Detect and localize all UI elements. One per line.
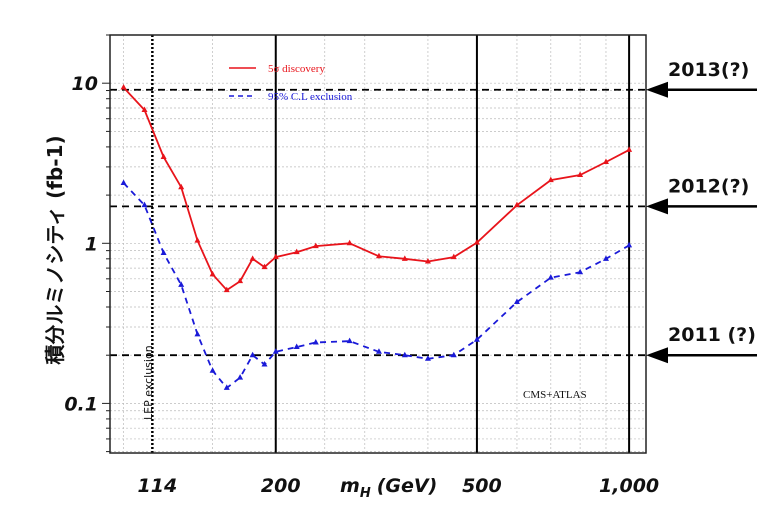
target-arrow-head xyxy=(646,198,668,215)
data-point-discovery xyxy=(401,255,408,261)
data-point-exclusion xyxy=(237,374,244,380)
lep-exclusion-label: LEP exclusion xyxy=(142,345,155,420)
plot-frame xyxy=(109,34,647,454)
y-axis-label: 積分ルミノシティ (fb-1) xyxy=(43,135,67,364)
tick-labels: 10 1 0.1 114 200 500 1,000 xyxy=(64,73,659,497)
data-point-exclusion xyxy=(209,367,216,373)
x-tick-label: 200 xyxy=(261,475,301,497)
data-point-exclusion xyxy=(375,348,382,354)
series-layer xyxy=(120,83,633,390)
data-point-discovery xyxy=(223,286,230,293)
data-point-discovery xyxy=(272,253,279,260)
data-point-discovery xyxy=(249,255,256,261)
data-point-discovery xyxy=(424,257,431,264)
data-point-exclusion xyxy=(346,337,353,344)
data-point-exclusion xyxy=(194,330,201,337)
data-point-exclusion xyxy=(401,351,408,358)
data-point-discovery xyxy=(120,83,127,90)
data-point-exclusion xyxy=(626,241,633,248)
data-point-exclusion xyxy=(141,201,148,208)
data-point-discovery xyxy=(547,176,554,183)
data-point-exclusion xyxy=(473,336,480,342)
data-point-discovery xyxy=(209,270,216,277)
x-axis-label-m: m xyxy=(340,475,360,497)
year-target-arrows: 2013(?) 2012(?) 2011 (?) xyxy=(646,59,757,364)
data-point-discovery xyxy=(450,253,457,260)
data-point-discovery xyxy=(375,252,382,259)
x-tick-label: 500 xyxy=(462,475,502,497)
target-year-label: 2012(?) xyxy=(668,175,749,197)
y-tick-label: 10 xyxy=(72,73,98,95)
data-point-exclusion xyxy=(513,298,520,304)
x-axis-label: mH (GeV) xyxy=(340,475,437,501)
data-point-discovery xyxy=(194,237,201,243)
data-point-exclusion xyxy=(249,351,256,358)
target-arrow-head xyxy=(646,347,668,364)
data-point-discovery xyxy=(312,242,319,249)
series-line-discovery xyxy=(122,86,630,292)
data-point-exclusion xyxy=(293,343,300,350)
target-arrow-head xyxy=(646,81,668,98)
data-point-discovery xyxy=(473,239,480,245)
data-point-discovery xyxy=(237,277,244,284)
y-tick-label: 1 xyxy=(85,233,98,255)
target-year-label: 2013(?) xyxy=(668,59,749,81)
annotation-cms-atlas: CMS+ATLAS xyxy=(523,389,587,401)
data-point-exclusion xyxy=(178,281,185,287)
data-point-discovery xyxy=(626,146,633,152)
series-line-exclusion xyxy=(122,182,630,390)
data-point-discovery xyxy=(293,248,300,255)
legend: 5σ discovery 95% C.L exclusion xyxy=(229,63,353,103)
data-point-exclusion xyxy=(261,360,268,367)
data-point-exclusion xyxy=(120,179,127,186)
legend-label-discovery: 5σ discovery xyxy=(268,63,325,75)
data-point-discovery xyxy=(141,106,148,113)
data-point-discovery xyxy=(602,158,609,164)
y-tick-label: 0.1 xyxy=(64,393,98,415)
data-point-exclusion xyxy=(272,348,279,354)
data-point-exclusion xyxy=(424,355,431,361)
legend-label-exclusion: 95% C.L exclusion xyxy=(268,91,353,103)
x-axis-label-sub: H xyxy=(360,486,371,501)
data-point-discovery xyxy=(178,183,185,190)
data-point-discovery xyxy=(513,201,520,208)
data-point-discovery xyxy=(160,153,167,159)
data-point-exclusion xyxy=(450,351,457,358)
data-point-exclusion xyxy=(577,268,584,275)
data-point-exclusion xyxy=(312,339,319,345)
data-point-exclusion xyxy=(547,274,554,280)
data-point-discovery xyxy=(577,171,584,178)
x-tick-label: 1,000 xyxy=(599,475,659,497)
data-point-exclusion xyxy=(160,249,167,255)
target-year-label: 2011 (?) xyxy=(668,324,756,346)
data-point-discovery xyxy=(261,263,268,270)
data-point-discovery xyxy=(346,239,353,246)
x-axis-label-unit: (GeV) xyxy=(377,475,438,497)
data-point-exclusion xyxy=(223,384,230,390)
x-tick-label: 114 xyxy=(138,475,178,497)
data-point-exclusion xyxy=(602,255,609,261)
